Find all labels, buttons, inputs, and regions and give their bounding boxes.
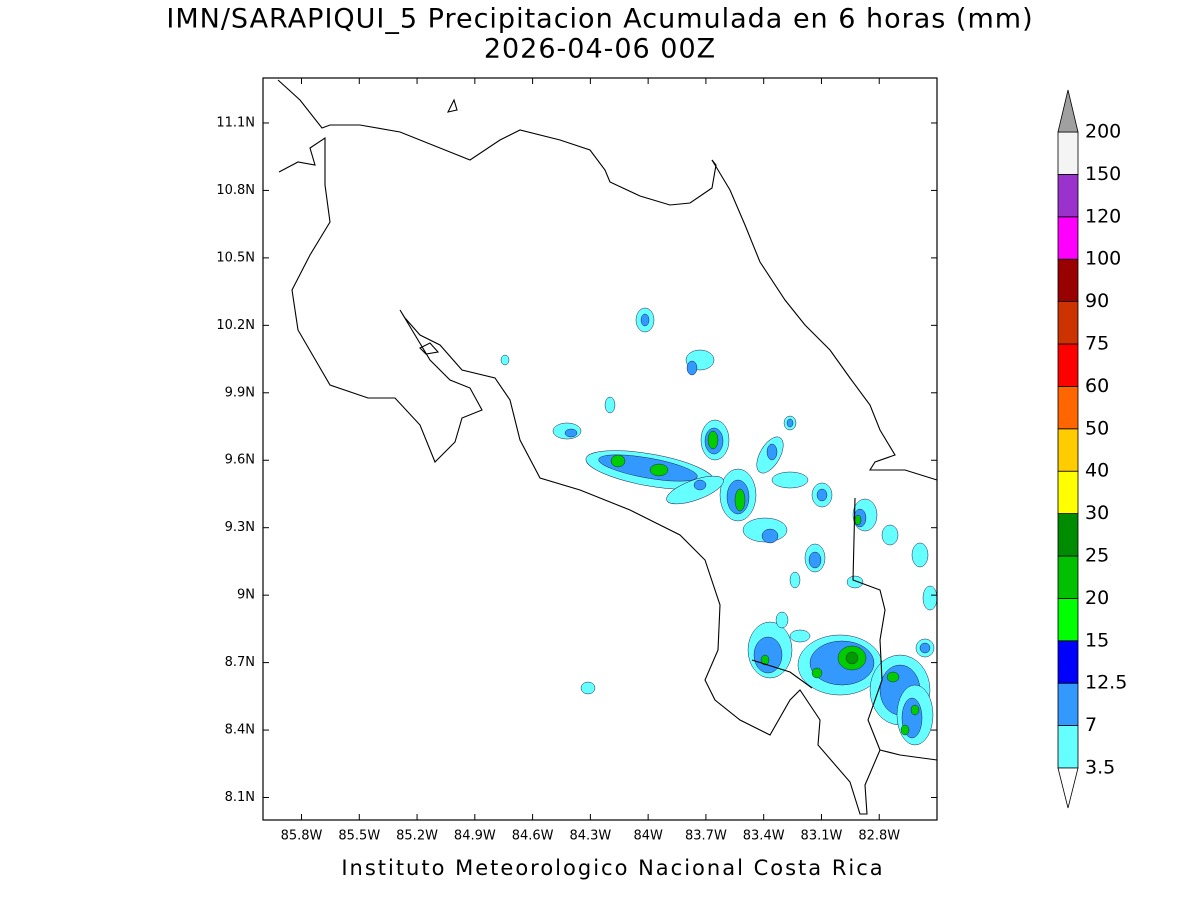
rain-area (808, 551, 822, 569)
colorbar-box (1057, 513, 1079, 557)
colorbar-label: 30 (1085, 502, 1109, 524)
rain-area (610, 454, 626, 468)
y-tick-label: 10.2N (216, 318, 255, 333)
rain-area (580, 681, 596, 695)
colorbar-under (1057, 767, 1079, 809)
rain-area (854, 514, 862, 526)
x-tick-label: 83.7W (685, 829, 727, 844)
colorbar-box (1057, 301, 1079, 345)
y-tick-label: 11.1N (216, 115, 255, 130)
colorbar-box (1057, 725, 1079, 769)
rain-area (811, 667, 823, 679)
rain-area (649, 463, 669, 477)
rain-area (640, 313, 650, 327)
map-frame (262, 77, 938, 821)
colorbar-label: 15 (1085, 629, 1109, 651)
coastline (277, 79, 938, 815)
rain-area (846, 575, 864, 589)
rain-area (753, 636, 783, 674)
colorbar-box (1057, 216, 1079, 260)
colorbar-label: 90 (1085, 290, 1109, 312)
colorbar-label: 100 (1085, 248, 1121, 270)
y-tick-label: 10.8N (216, 183, 255, 198)
rain-area (919, 642, 931, 654)
colorbar-label: 150 (1085, 163, 1121, 185)
x-tick-label: 84.9W (454, 829, 496, 844)
colorbar-box (1057, 131, 1079, 175)
x-tick-label: 83.4W (743, 829, 785, 844)
rain-area (604, 396, 616, 414)
colorbar-label: 60 (1085, 375, 1109, 397)
colorbar-box (1057, 258, 1079, 303)
colorbar-label: 50 (1085, 417, 1109, 439)
rain-area (816, 488, 828, 502)
rain-area (766, 443, 778, 461)
rain-area (707, 430, 719, 450)
colorbar-box (1057, 640, 1079, 684)
rain-area (910, 704, 920, 716)
y-tick-label: 8.4N (225, 723, 255, 738)
colorbar-label: 12.5 (1085, 672, 1127, 694)
rain-area (911, 542, 929, 568)
rain-area (789, 629, 811, 643)
x-tick-label: 85.2W (396, 829, 438, 844)
colorbar-label: 7 (1085, 714, 1097, 736)
subtitle: 2026-04-06 00Z (484, 34, 716, 65)
colorbar-over (1057, 89, 1079, 133)
rain-area (845, 651, 859, 665)
colorbar-box (1057, 598, 1079, 642)
precipitation (500, 307, 938, 746)
rain-area (693, 479, 707, 491)
colorbar-box (1057, 428, 1079, 472)
y-tick-label: 8.7N (225, 655, 255, 670)
rain-area (564, 428, 578, 438)
rain-area (900, 724, 910, 736)
rain-area (775, 611, 789, 629)
colorbar-label: 25 (1085, 545, 1109, 567)
y-tick-label: 9N (237, 588, 255, 603)
x-tick-label: 84W (633, 829, 663, 844)
colorbar-box (1057, 470, 1079, 515)
rain-area (922, 585, 938, 611)
x-tick-label: 84.6W (512, 829, 554, 844)
rain-area (786, 418, 794, 428)
colorbar-label: 200 (1085, 121, 1121, 143)
rain-area (734, 488, 746, 512)
rain-area (686, 360, 698, 376)
rain-area (500, 354, 510, 366)
rain-area (666, 475, 724, 505)
y-tick-label: 10.5N (216, 250, 255, 265)
colorbar-label: 20 (1085, 587, 1109, 609)
rain-area (789, 571, 801, 589)
footer: Instituto Meteorologico Nacional Costa R… (341, 856, 884, 880)
colorbar-label: 75 (1085, 333, 1109, 355)
colorbar-label: 120 (1085, 205, 1121, 227)
colorbar-label: 40 (1085, 460, 1109, 482)
y-tick-label: 9.9N (225, 385, 255, 400)
rain-area (760, 654, 770, 666)
x-tick-label: 83.1W (801, 829, 843, 844)
colorbar-box (1057, 173, 1079, 218)
y-tick-label: 8.1N (225, 790, 255, 805)
colorbar: 3.5 7 12.5 15 20 25 30 40 50 60 75 90 100 120 150 200 (1057, 89, 1127, 809)
colorbar-box (1057, 385, 1079, 430)
colorbar-label: 3.5 (1085, 757, 1115, 779)
y-tick-label: 9.3N (225, 520, 255, 535)
x-tick-label: 85.8W (281, 829, 323, 844)
x-tick-label: 85.5W (338, 829, 380, 844)
colorbar-box (1057, 343, 1079, 387)
rain-area (881, 524, 899, 546)
title: IMN/SARAPIQUI_5 Precipitacion Acumulada … (166, 4, 1033, 35)
rain-area (771, 471, 809, 489)
rain-area (886, 671, 900, 683)
colorbar-box (1057, 555, 1079, 599)
rain-area (761, 528, 779, 544)
x-tick-label: 82.8W (858, 829, 900, 844)
y-tick-label: 9.6N (225, 453, 255, 468)
axes: 85.8W 85.5W 85.2W 84.9W 84.6W 84.3W 84W 83.7W 83… (216, 78, 937, 844)
colorbar-box (1057, 682, 1079, 727)
x-tick-label: 84.3W (569, 829, 611, 844)
